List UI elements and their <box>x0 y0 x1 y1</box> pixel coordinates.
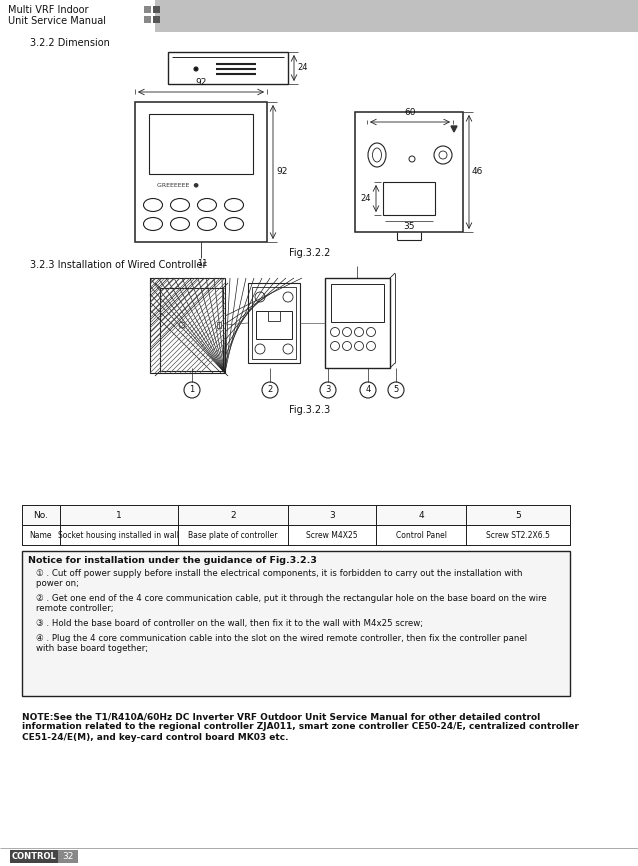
Polygon shape <box>451 126 457 132</box>
Text: Control Panel: Control Panel <box>396 531 447 540</box>
Circle shape <box>320 382 336 398</box>
Text: ① . Cut off power supply before install the electrical components, it is forbidd: ① . Cut off power supply before install … <box>36 569 523 588</box>
Bar <box>144 6 151 13</box>
Bar <box>376 505 466 525</box>
Bar <box>248 283 300 363</box>
Bar <box>355 112 463 232</box>
Bar <box>466 525 570 545</box>
Bar <box>178 525 288 545</box>
Text: 35: 35 <box>403 222 415 231</box>
Circle shape <box>360 382 376 398</box>
Bar <box>178 505 288 525</box>
Bar <box>0 0 155 32</box>
Bar <box>22 551 570 696</box>
Text: ④ . Plug the 4 core communication cable into the slot on the wired remote contro: ④ . Plug the 4 core communication cable … <box>36 634 527 654</box>
Bar <box>168 52 288 84</box>
Text: 32: 32 <box>63 852 73 861</box>
Text: NOTE:See the T1/R410A/60Hz DC Inverter VRF Outdoor Unit Service Manual for other: NOTE:See the T1/R410A/60Hz DC Inverter V… <box>22 712 579 742</box>
Text: 92: 92 <box>195 78 207 87</box>
Text: 2: 2 <box>230 510 236 520</box>
Bar <box>22 505 570 525</box>
Bar <box>153 6 160 13</box>
Text: No.: No. <box>34 510 48 520</box>
Text: Screw ST2.2X6.5: Screw ST2.2X6.5 <box>486 531 550 540</box>
Text: 60: 60 <box>404 108 416 117</box>
Bar <box>60 525 178 545</box>
Bar <box>288 525 376 545</box>
Bar <box>149 114 253 174</box>
Text: Name: Name <box>30 531 52 540</box>
Text: 3.2.3 Installation of Wired Controller: 3.2.3 Installation of Wired Controller <box>30 260 207 270</box>
Bar <box>22 525 60 545</box>
Circle shape <box>262 382 278 398</box>
Bar <box>217 322 221 328</box>
Bar <box>160 288 223 371</box>
Text: 3.2.2 Dimension: 3.2.2 Dimension <box>30 38 110 48</box>
Text: 3: 3 <box>329 510 335 520</box>
Bar <box>252 287 296 359</box>
Bar <box>22 505 60 525</box>
Text: Fig.3.2.3: Fig.3.2.3 <box>290 405 330 415</box>
Bar <box>58 850 78 863</box>
Bar <box>10 850 58 863</box>
Text: Notice for installation under the guidance of Fig.3.2.3: Notice for installation under the guidan… <box>28 556 317 565</box>
Text: GREEEEEE  ●: GREEEEEE ● <box>157 182 199 187</box>
Text: 1: 1 <box>189 385 195 395</box>
Text: ② . Get one end of the 4 core communication cable, put it through the rectangula: ② . Get one end of the 4 core communicat… <box>36 594 547 613</box>
Text: Unit Service Manual: Unit Service Manual <box>8 16 106 26</box>
Bar <box>466 505 570 525</box>
Text: Screw M4X25: Screw M4X25 <box>306 531 358 540</box>
Bar <box>325 278 390 368</box>
Bar <box>144 16 151 23</box>
Text: 92: 92 <box>276 167 287 177</box>
Text: ③ . Hold the base board of controller on the wall, then fix it to the wall with : ③ . Hold the base board of controller on… <box>36 619 423 628</box>
Bar <box>268 311 280 321</box>
Bar <box>331 284 384 322</box>
Circle shape <box>184 382 200 398</box>
Text: 11: 11 <box>197 259 207 268</box>
Text: 3: 3 <box>325 385 330 395</box>
Text: 2: 2 <box>267 385 272 395</box>
Circle shape <box>194 67 198 71</box>
Text: 46: 46 <box>472 167 484 177</box>
Bar <box>256 311 292 339</box>
Text: Fig.3.2.2: Fig.3.2.2 <box>289 248 330 258</box>
Bar <box>383 182 435 215</box>
Text: 24: 24 <box>297 63 308 73</box>
Text: Multi VRF Indoor: Multi VRF Indoor <box>8 5 89 15</box>
Circle shape <box>388 382 404 398</box>
Bar <box>288 505 376 525</box>
Bar <box>22 525 570 545</box>
Text: 4: 4 <box>366 385 371 395</box>
Bar <box>135 102 267 242</box>
Text: CONTROL: CONTROL <box>11 852 56 861</box>
Bar <box>376 525 466 545</box>
Text: 1: 1 <box>116 510 122 520</box>
Text: 5: 5 <box>515 510 521 520</box>
Text: 4: 4 <box>418 510 424 520</box>
Text: 5: 5 <box>394 385 399 395</box>
Bar <box>150 278 225 373</box>
Text: 24: 24 <box>360 194 371 203</box>
Text: Base plate of controller: Base plate of controller <box>188 531 278 540</box>
Bar <box>60 505 178 525</box>
Bar <box>153 16 160 23</box>
Bar <box>0 0 638 32</box>
Text: Socket housing installed in wall: Socket housing installed in wall <box>59 531 179 540</box>
